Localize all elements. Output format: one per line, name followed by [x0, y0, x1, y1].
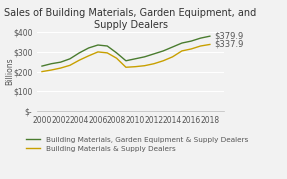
Title: Sales of Building Materials, Garden Equipment, and
Supply Dealers: Sales of Building Materials, Garden Equi… — [5, 8, 257, 30]
Text: $337.9: $337.9 — [214, 40, 243, 49]
Building Materials & Supply Dealers — [87, 55, 90, 57]
Building Materials & Supply Dealers — [199, 45, 202, 47]
Building Materials & Supply Dealers — [124, 66, 128, 68]
Building Materials & Supply Dealers — [162, 60, 165, 62]
Building Materials & Supply Dealers — [143, 65, 146, 67]
Building Materials, Garden Equipment & Supply Dealers — [68, 58, 72, 60]
Building Materials, Garden Equipment & Supply Dealers — [106, 45, 109, 47]
Building Materials, Garden Equipment & Supply Dealers — [180, 42, 184, 44]
Building Materials & Supply Dealers — [189, 48, 193, 50]
Building Materials, Garden Equipment & Supply Dealers — [162, 50, 165, 52]
Building Materials, Garden Equipment & Supply Dealers — [208, 35, 212, 37]
Building Materials & Supply Dealers — [208, 43, 212, 45]
Building Materials & Supply Dealers — [152, 63, 156, 65]
Building Materials & Supply Dealers — [96, 51, 100, 53]
Building Materials, Garden Equipment & Supply Dealers — [115, 52, 118, 54]
Building Materials & Supply Dealers — [77, 59, 81, 61]
Building Materials, Garden Equipment & Supply Dealers — [189, 40, 193, 42]
Building Materials & Supply Dealers — [180, 50, 184, 52]
Building Materials, Garden Equipment & Supply Dealers — [199, 37, 202, 39]
Building Materials, Garden Equipment & Supply Dealers — [124, 60, 128, 62]
Building Materials, Garden Equipment & Supply Dealers — [143, 56, 146, 58]
Building Materials, Garden Equipment & Supply Dealers — [171, 46, 174, 48]
Building Materials & Supply Dealers — [133, 66, 137, 68]
Text: $379.9: $379.9 — [214, 32, 243, 41]
Building Materials & Supply Dealers — [59, 67, 62, 69]
Building Materials, Garden Equipment & Supply Dealers — [40, 65, 44, 67]
Building Materials & Supply Dealers — [50, 69, 53, 71]
Building Materials, Garden Equipment & Supply Dealers — [96, 44, 100, 46]
Building Materials, Garden Equipment & Supply Dealers — [77, 52, 81, 54]
Building Materials & Supply Dealers — [40, 71, 44, 73]
Line: Building Materials, Garden Equipment & Supply Dealers: Building Materials, Garden Equipment & S… — [42, 36, 210, 66]
Legend: Building Materials, Garden Equipment & Supply Dealers, Building Materials & Supp: Building Materials, Garden Equipment & S… — [26, 137, 249, 152]
Building Materials, Garden Equipment & Supply Dealers — [133, 58, 137, 60]
Y-axis label: Billions: Billions — [6, 58, 15, 85]
Building Materials, Garden Equipment & Supply Dealers — [152, 53, 156, 55]
Building Materials, Garden Equipment & Supply Dealers — [59, 61, 62, 63]
Building Materials, Garden Equipment & Supply Dealers — [87, 47, 90, 49]
Line: Building Materials & Supply Dealers: Building Materials & Supply Dealers — [42, 44, 210, 72]
Building Materials & Supply Dealers — [115, 57, 118, 59]
Building Materials, Garden Equipment & Supply Dealers — [50, 63, 53, 65]
Building Materials & Supply Dealers — [68, 64, 72, 66]
Building Materials & Supply Dealers — [171, 56, 174, 58]
Building Materials & Supply Dealers — [106, 52, 109, 54]
